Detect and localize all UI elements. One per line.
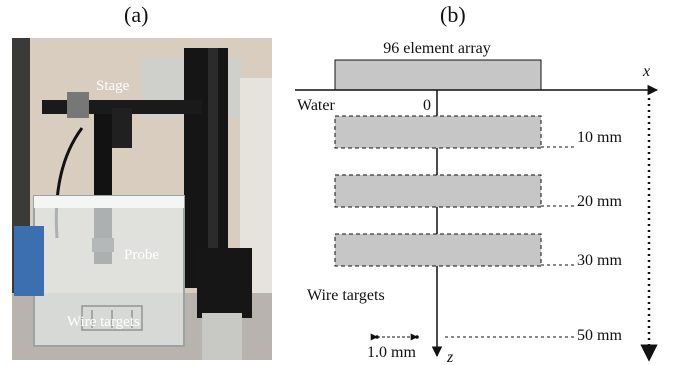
monitor-screen — [14, 226, 44, 296]
panel-b-label: (b) — [440, 2, 466, 27]
wire-targets-label: Wire targets — [307, 287, 385, 304]
probe-label: Probe — [124, 247, 159, 263]
wire-dot-left — [375, 335, 379, 339]
x-axis-label: x — [642, 63, 650, 80]
origin-label: 0 — [423, 97, 431, 114]
water-tank — [33, 195, 185, 347]
depth-label-30mm: 30 mm — [577, 252, 622, 269]
imaging-region-10mm — [334, 115, 542, 149]
imaging-region-20mm — [334, 174, 542, 208]
depth-label-10mm: 10 mm — [577, 129, 622, 146]
transducer-array — [334, 59, 542, 91]
schematic-diagram: 96 element array x Water 0 z 10 mm 20 mm… — [295, 40, 659, 365]
tank-rim — [34, 196, 184, 208]
stage-label: Stage — [96, 78, 130, 94]
setup-photo: Stage Probe Wire targets — [12, 38, 272, 360]
water-label: Water — [297, 97, 335, 114]
panel-a-label: (a) — [124, 2, 149, 27]
wire-target-frame — [81, 305, 143, 331]
spacing-label: 1.0 mm — [367, 344, 416, 361]
wire-dot-right — [415, 335, 419, 339]
stage-mount — [112, 108, 132, 148]
photo-wire-targets-label: Wire targets — [67, 314, 140, 330]
stage-clamp — [67, 92, 89, 118]
depth-label-50mm: 50 mm — [577, 327, 622, 344]
depth-label-20mm: 20 mm — [577, 193, 622, 210]
rail-scale — [208, 48, 218, 278]
rail-base-block — [197, 248, 252, 318]
rail-base-plate — [202, 313, 242, 360]
imaging-region-30mm — [334, 233, 542, 267]
array-label: 96 element array — [383, 40, 491, 57]
z-axis-label: z — [446, 349, 454, 365]
